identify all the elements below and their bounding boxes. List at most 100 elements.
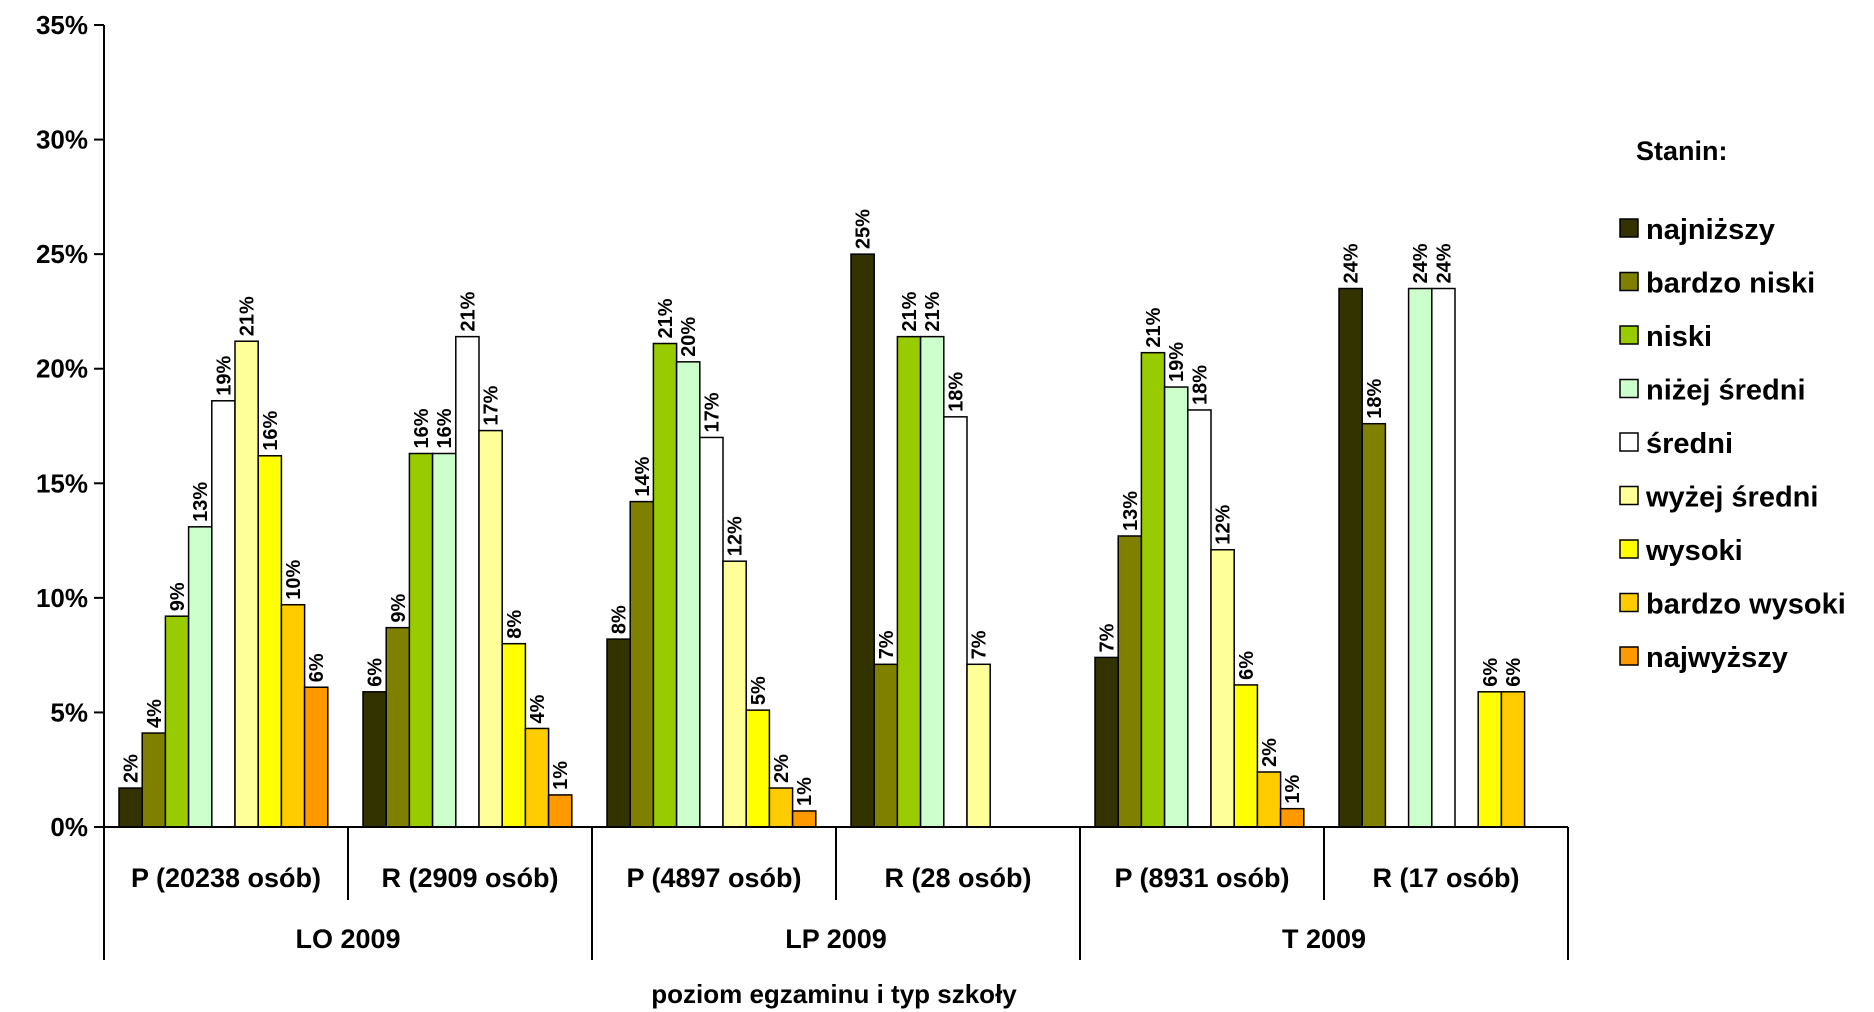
data-label: 9% bbox=[167, 582, 189, 611]
data-label: 14% bbox=[632, 456, 654, 496]
legend-label: bardzo niski bbox=[1646, 268, 1815, 300]
data-label: 13% bbox=[190, 482, 212, 522]
data-label: 16% bbox=[434, 408, 456, 448]
y-tick-label: 5% bbox=[50, 697, 88, 727]
bar bbox=[362, 691, 387, 828]
data-label: 10% bbox=[283, 559, 305, 599]
data-label: 7% bbox=[1097, 623, 1119, 652]
data-label: 2% bbox=[1259, 738, 1281, 767]
legend-swatch bbox=[1619, 271, 1639, 292]
bar bbox=[896, 335, 922, 828]
category-label: P (4897 osób) bbox=[626, 863, 801, 893]
bar bbox=[408, 452, 434, 828]
legend-label: najwyższy bbox=[1646, 642, 1788, 674]
data-label: 6% bbox=[1236, 651, 1258, 680]
bar bbox=[699, 436, 724, 828]
legend: Stanin: najniższy bardzo niski niski niżej … bbox=[1619, 136, 1846, 674]
data-label: 21% bbox=[457, 291, 479, 331]
bar bbox=[1500, 691, 1526, 828]
bar bbox=[455, 335, 480, 828]
data-label: 16% bbox=[260, 411, 282, 451]
data-label: 1% bbox=[794, 777, 816, 806]
bar bbox=[141, 732, 167, 828]
bar bbox=[431, 452, 457, 828]
data-label: 18% bbox=[1364, 378, 1386, 418]
bar bbox=[257, 455, 283, 828]
bar bbox=[1094, 656, 1119, 828]
bar bbox=[478, 429, 503, 828]
data-label: 1% bbox=[550, 761, 572, 790]
data-label: 17% bbox=[481, 385, 503, 425]
bar bbox=[722, 560, 747, 828]
bars bbox=[118, 253, 1526, 828]
bar bbox=[943, 416, 968, 828]
data-label: 24% bbox=[1341, 243, 1363, 283]
legend-label: wysoki bbox=[1645, 535, 1743, 567]
bar bbox=[280, 603, 306, 828]
bar bbox=[629, 500, 655, 828]
group-label: LO 2009 bbox=[295, 924, 400, 954]
data-label: 16% bbox=[411, 408, 433, 448]
data-label: 21% bbox=[922, 291, 944, 331]
bar bbox=[1431, 287, 1456, 828]
bar bbox=[187, 526, 213, 828]
y-tick-label: 35% bbox=[36, 10, 88, 40]
bar bbox=[675, 361, 701, 828]
bar bbox=[791, 810, 817, 828]
data-label: 13% bbox=[1120, 491, 1142, 531]
legend-label: bardzo wysoki bbox=[1646, 589, 1846, 621]
data-label: 25% bbox=[853, 209, 875, 249]
category-axis: P (20238 osób) R (2909 osób) P (4897 osób)… bbox=[103, 826, 1569, 960]
legend-label: niżej średni bbox=[1646, 375, 1806, 407]
bar bbox=[652, 342, 678, 828]
data-label: 6% bbox=[1480, 658, 1502, 687]
legend-swatch bbox=[1619, 378, 1639, 399]
data-label: 4% bbox=[144, 699, 166, 728]
legend-title: Stanin: bbox=[1636, 136, 1728, 166]
legend-swatch bbox=[1619, 432, 1639, 452]
bar bbox=[850, 253, 875, 828]
bar bbox=[1140, 351, 1166, 828]
y-tick-label: 15% bbox=[36, 468, 88, 498]
category-label: R (28 osób) bbox=[884, 863, 1031, 893]
bar bbox=[966, 663, 991, 828]
legend-swatch bbox=[1619, 539, 1639, 559]
y-tick-label: 10% bbox=[36, 583, 88, 613]
data-label: 7% bbox=[969, 630, 991, 659]
legend-swatch bbox=[1619, 325, 1639, 345]
bar bbox=[234, 340, 259, 828]
legend-swatch bbox=[1619, 218, 1639, 238]
bar bbox=[1117, 535, 1143, 828]
bar bbox=[1233, 684, 1259, 828]
bar bbox=[768, 787, 794, 828]
group-label: LP 2009 bbox=[785, 924, 887, 954]
bar bbox=[524, 727, 550, 828]
data-label: 2% bbox=[121, 754, 143, 783]
bar bbox=[1407, 287, 1433, 828]
data-label: 8% bbox=[504, 610, 526, 639]
data-label: 1% bbox=[1282, 775, 1304, 804]
category-label: P (20238 osób) bbox=[131, 863, 321, 893]
bar bbox=[1256, 771, 1282, 828]
data-label: 6% bbox=[306, 653, 328, 682]
legend-label: niski bbox=[1646, 321, 1712, 353]
data-label: 6% bbox=[1503, 658, 1525, 687]
data-label: 5% bbox=[748, 676, 770, 705]
data-label: 4% bbox=[527, 694, 549, 723]
data-label: 9% bbox=[388, 594, 410, 623]
category-label: R (2909 osób) bbox=[381, 863, 558, 893]
bar bbox=[873, 663, 899, 828]
data-label: 21% bbox=[899, 291, 921, 331]
data-label: 6% bbox=[365, 658, 387, 687]
legend-label: najniższy bbox=[1646, 214, 1775, 246]
data-label: 24% bbox=[1433, 243, 1455, 283]
data-label: 12% bbox=[725, 516, 747, 556]
legend-label: średni bbox=[1646, 428, 1733, 460]
bar bbox=[1210, 548, 1235, 828]
bar bbox=[164, 615, 190, 828]
y-axis-ticks: 0% 5% 10% 15% 20% 25% 30% 35% bbox=[36, 10, 105, 842]
data-label: 20% bbox=[678, 317, 700, 357]
data-label: 2% bbox=[771, 754, 793, 783]
bar bbox=[1187, 409, 1212, 828]
data-label: 19% bbox=[213, 356, 235, 396]
